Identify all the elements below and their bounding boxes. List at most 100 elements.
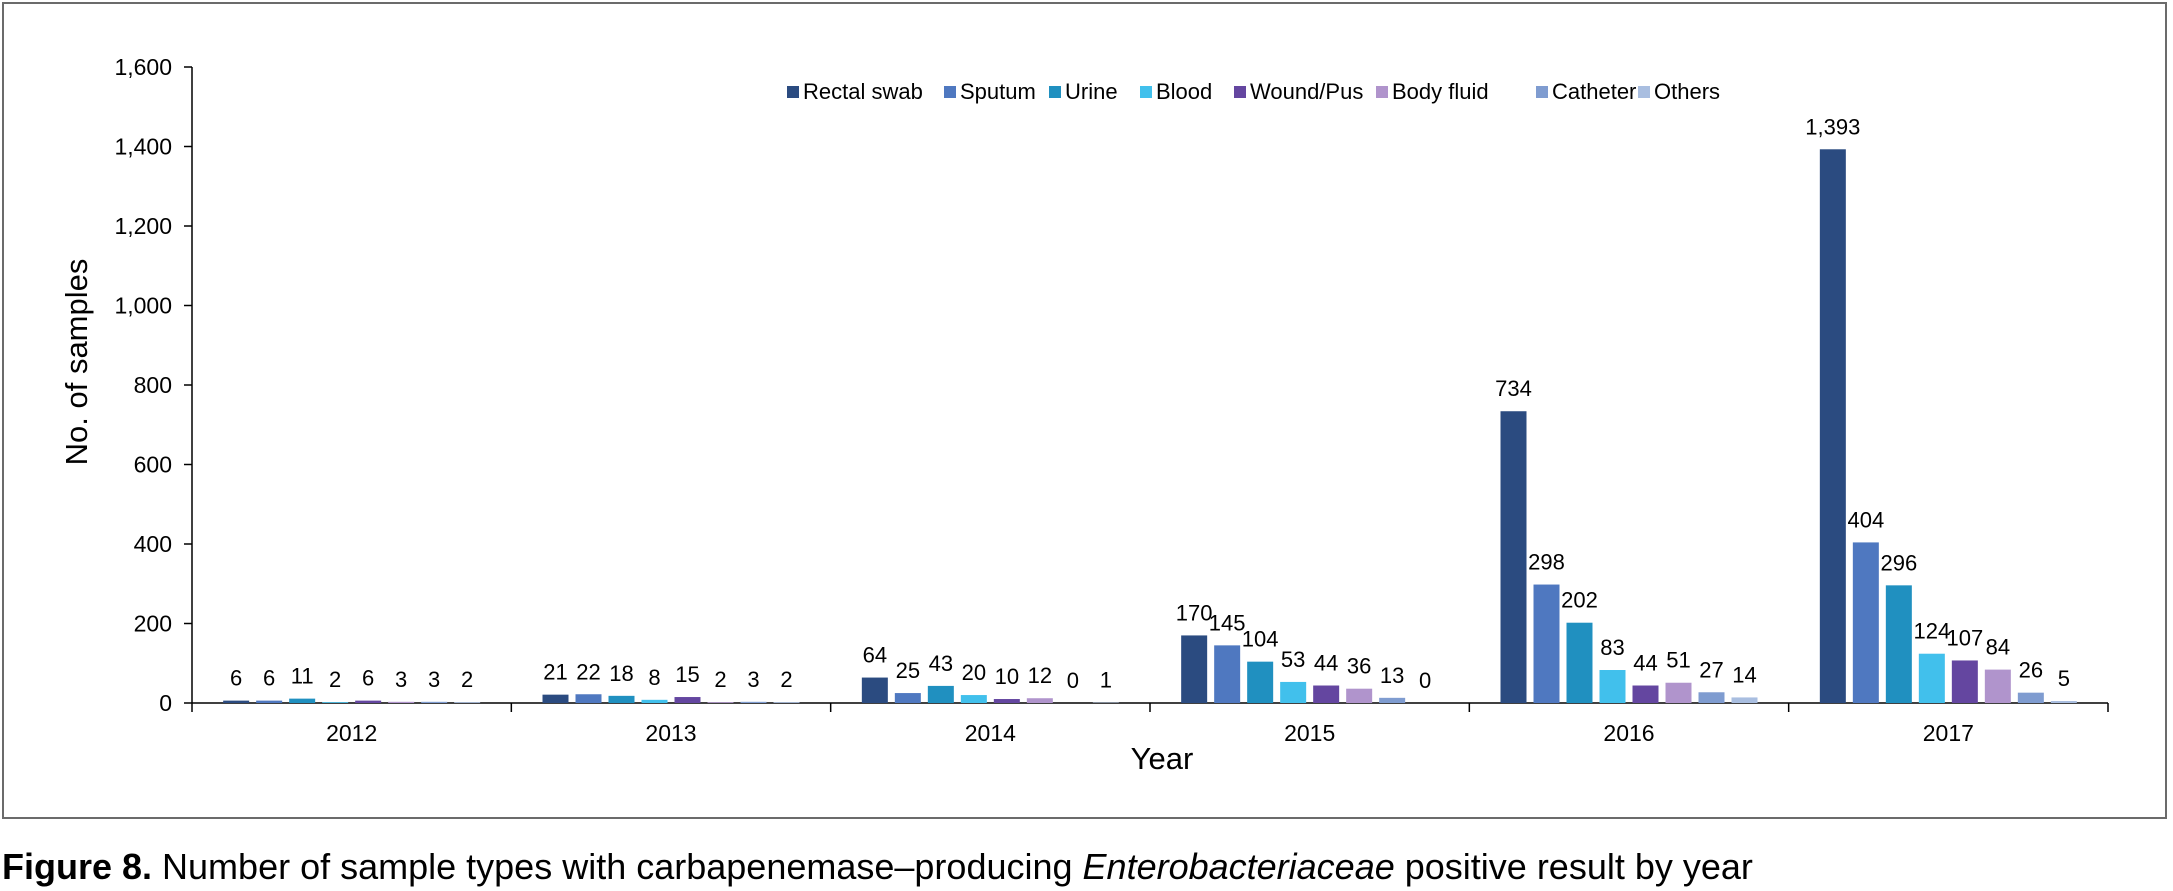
data-label: 25 (896, 658, 920, 683)
data-label: 83 (1600, 635, 1624, 660)
bar-others-2017 (2050, 701, 2077, 703)
data-label: 10 (995, 664, 1019, 689)
bar-urine-2016 (1566, 622, 1593, 703)
legend-swatch (1638, 86, 1650, 98)
data-label: 44 (1633, 651, 1657, 676)
bar-body-fluid-2013 (707, 702, 734, 703)
data-label: 3 (428, 667, 440, 692)
y-tick-label: 600 (134, 452, 172, 478)
bar-urine-2015 (1247, 661, 1274, 703)
data-label: 22 (576, 659, 600, 684)
figure-caption: Figure 8. Number of sample types with ca… (2, 846, 1753, 888)
bar-sputum-2013 (575, 694, 602, 703)
data-label: 1 (1100, 668, 1112, 693)
y-tick-label: 200 (134, 611, 172, 637)
data-label: 104 (1242, 627, 1279, 652)
bar-urine-2014 (927, 685, 954, 703)
y-tick-label: 400 (134, 531, 172, 557)
data-label: 64 (863, 643, 887, 668)
data-label: 27 (1699, 657, 1723, 682)
bar-body-fluid-2012 (388, 701, 415, 703)
data-label: 2 (329, 667, 341, 692)
legend-label: Blood (1156, 79, 1212, 104)
data-label: 3 (395, 667, 407, 692)
data-label: 44 (1314, 651, 1338, 676)
bar-urine-2013 (608, 695, 635, 703)
data-label: 84 (1986, 635, 2010, 660)
bar-body-fluid-2014 (1026, 698, 1053, 703)
chart-frame: 0 200 400 600 800 1,000 1,200 1,400 1,600 2012 20… (2, 2, 2167, 819)
data-label: 3 (747, 667, 759, 692)
legend-label: Urine (1065, 79, 1118, 104)
bar-wound-pus-2012 (355, 700, 382, 703)
caption-text-before: Number of sample types with carbapenemas… (152, 846, 1083, 887)
legend-swatch (1049, 86, 1061, 98)
bar-wound-pus-2017 (1951, 660, 1978, 703)
legend: Rectal swab Sputum Urine Blood Wound/Pus Body… (787, 79, 1720, 104)
bar-blood-2015 (1280, 681, 1307, 703)
y-axis-title: No. of samples (59, 259, 94, 466)
bar-body-fluid-2016 (1665, 682, 1692, 703)
x-tick-label: 2014 (965, 720, 1016, 746)
x-axis: 2012 2013 2014 2015 2016 2017 (191, 702, 2109, 746)
bar-catheter-2015 (1379, 697, 1406, 703)
data-label: 404 (1847, 507, 1884, 532)
bar-blood-2012 (322, 702, 349, 703)
data-label: 107 (1946, 625, 1983, 650)
x-tick-label: 2015 (1284, 720, 1335, 746)
data-label: 43 (929, 651, 953, 676)
x-tick-label: 2017 (1923, 720, 1974, 746)
data-label: 13 (1380, 663, 1404, 688)
bar-rectal-swab-2013 (542, 694, 569, 703)
data-label: 18 (609, 661, 633, 686)
data-label: 6 (263, 666, 275, 691)
legend-label: Body fluid (1392, 79, 1489, 104)
x-tick-label: 2016 (1603, 720, 1654, 746)
y-tick-label: 800 (134, 372, 172, 398)
data-label: 6 (362, 666, 374, 691)
x-tick-label: 2012 (326, 720, 377, 746)
y-tick-label: 1,000 (114, 293, 172, 319)
data-label: 734 (1495, 376, 1532, 401)
caption-text-after: positive result by year (1394, 846, 1753, 887)
bar-blood-2017 (1918, 653, 1945, 703)
legend-swatch (1376, 86, 1388, 98)
bar-catheter-2016 (1698, 692, 1725, 703)
bar-blood-2013 (641, 699, 668, 703)
data-label: 296 (1880, 550, 1917, 575)
y-tick-label: 0 (159, 690, 172, 716)
legend-swatch (1140, 86, 1152, 98)
bar-wound-pus-2015 (1313, 685, 1340, 703)
legend-swatch (1536, 86, 1548, 98)
bar-catheter-2013 (740, 701, 767, 703)
bar-catheter-2017 (2017, 692, 2044, 703)
bar-rectal-swab-2017 (1819, 149, 1846, 704)
y-axis: 0 200 400 600 800 1,000 1,200 1,400 1,600 (114, 54, 193, 716)
bar-rectal-swab-2014 (861, 677, 888, 703)
bar-urine-2012 (289, 698, 316, 703)
bar-rectal-swab-2016 (1500, 411, 1527, 703)
data-label: 0 (1419, 668, 1431, 693)
data-label: 8 (648, 665, 660, 690)
legend-swatch (1234, 86, 1246, 98)
legend-label: Wound/Pus (1250, 79, 1363, 104)
data-label: 20 (962, 660, 986, 685)
bar-catheter-2012 (421, 701, 448, 703)
bar-blood-2016 (1599, 670, 1626, 703)
bar-body-fluid-2017 (1984, 669, 2011, 703)
data-label: 36 (1347, 654, 1371, 679)
data-label: 26 (2019, 658, 2043, 683)
data-label: 53 (1281, 647, 1305, 672)
bar-sputum-2017 (1852, 542, 1879, 703)
data-label: 170 (1176, 600, 1213, 625)
bar-sputum-2012 (256, 700, 283, 703)
data-label: 202 (1561, 588, 1598, 613)
bar-sputum-2014 (894, 693, 921, 703)
bar-others-2012 (454, 702, 481, 703)
bar-sputum-2016 (1533, 584, 1560, 703)
caption-italic-term: Enterobacteriaceae (1082, 846, 1395, 887)
y-tick-label: 1,200 (114, 213, 172, 239)
legend-label: Rectal swab (803, 79, 923, 104)
figure-label: Figure 8. (2, 846, 153, 887)
